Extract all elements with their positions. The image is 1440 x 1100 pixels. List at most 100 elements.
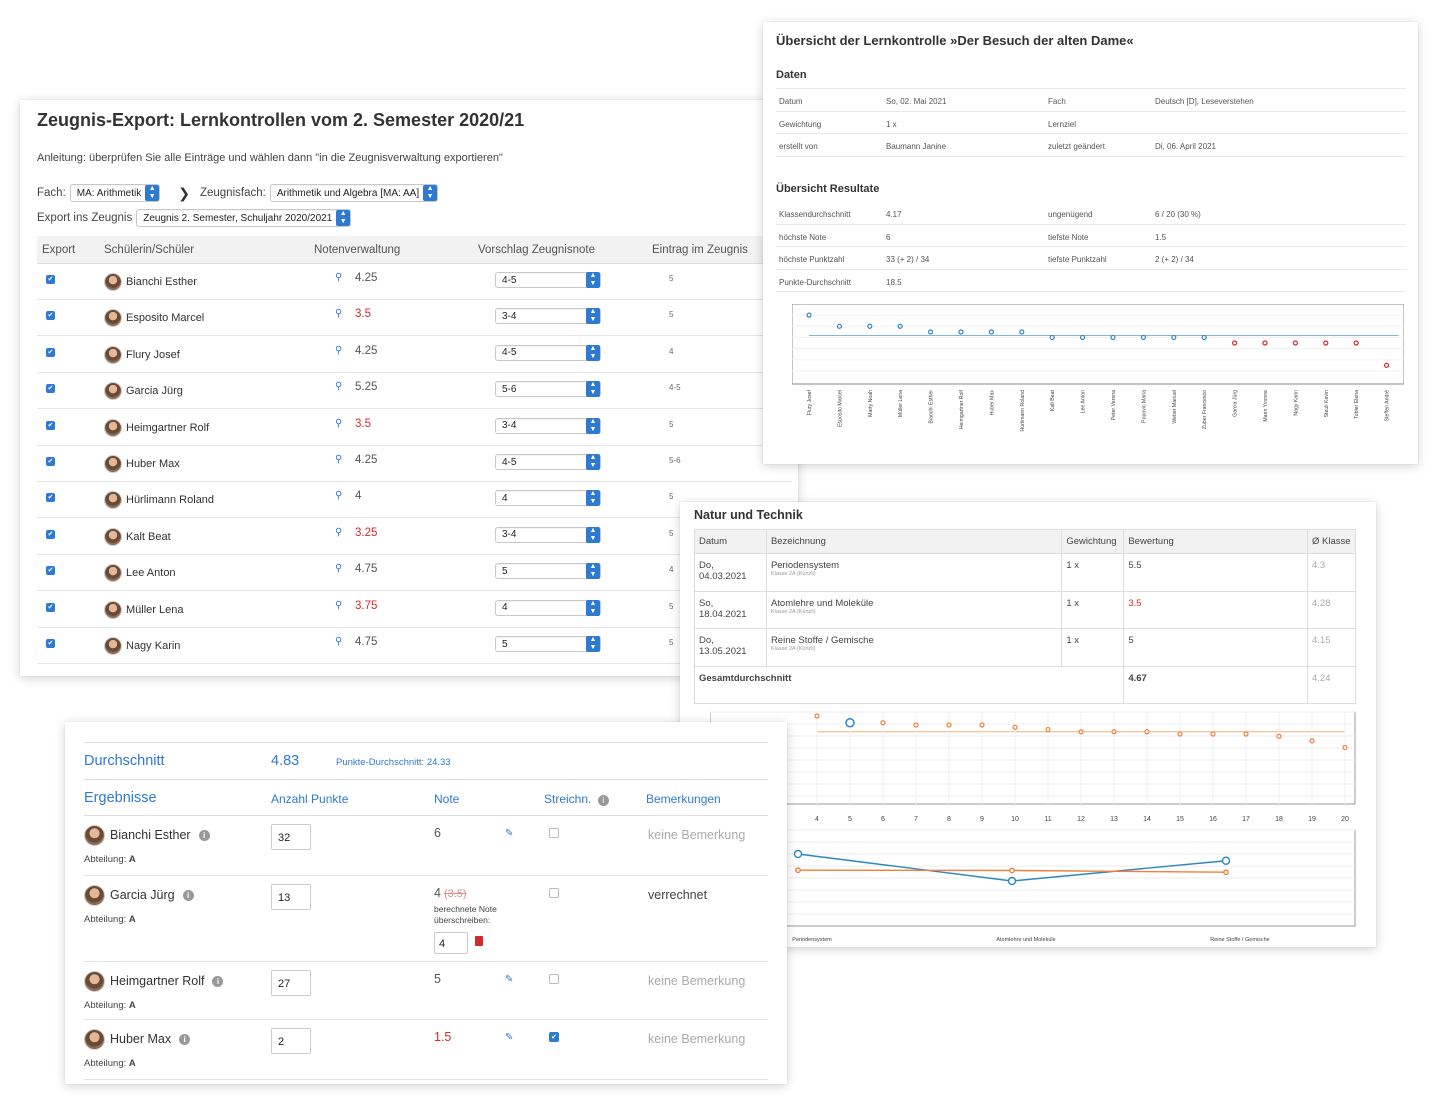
data-point[interactable]	[1323, 340, 1329, 346]
points-input[interactable]: 27	[271, 970, 311, 996]
data-point[interactable]	[880, 720, 886, 726]
data-point[interactable]	[1007, 876, 1017, 886]
data-point[interactable]	[795, 867, 801, 874]
data-point[interactable]	[1171, 334, 1177, 341]
points-input[interactable]: 32	[271, 824, 311, 850]
proposal-select[interactable]: 4 ▲ ▼	[495, 490, 601, 507]
data-point[interactable]	[1080, 334, 1086, 341]
data-point[interactable]	[958, 329, 964, 335]
search-icon[interactable]: ⚲	[335, 526, 343, 538]
remark[interactable]: keine Bemerkung	[648, 974, 746, 988]
proposal-select[interactable]: 5-6 ▲ ▼	[495, 381, 601, 398]
search-icon[interactable]: ⚲	[335, 454, 343, 465]
data-point[interactable]	[1262, 340, 1268, 346]
data-point[interactable]	[1276, 733, 1282, 739]
points-input[interactable]: 13	[271, 884, 311, 910]
proposal-select[interactable]: 5 ▲ ▼	[495, 636, 601, 652]
data-point[interactable]	[1177, 731, 1183, 737]
streichnote-checkbox[interactable]: ✔	[549, 1032, 559, 1042]
streichnote-checkbox[interactable]	[549, 888, 559, 898]
search-icon[interactable]: ⚲	[335, 344, 343, 356]
search-icon[interactable]: ⚲	[335, 308, 343, 320]
export-checkbox[interactable]: ✔	[46, 347, 55, 357]
override-input[interactable]: 4	[434, 932, 468, 954]
remark[interactable]: keine Bemerkung	[648, 1032, 746, 1046]
export-checkbox[interactable]: ✔	[46, 457, 55, 466]
data-point[interactable]	[1009, 867, 1015, 874]
data-point[interactable]	[814, 713, 820, 719]
proposal-select[interactable]: 3-4 ▲ ▼	[495, 308, 601, 325]
info-icon[interactable]: i	[182, 890, 194, 901]
search-icon[interactable]: ⚲	[335, 636, 343, 647]
data-point[interactable]	[1309, 738, 1315, 744]
export-checkbox[interactable]: ✔	[46, 639, 55, 648]
data-point[interactable]	[1342, 744, 1348, 751]
data-point[interactable]	[928, 329, 934, 335]
data-point[interactable]	[1045, 726, 1051, 733]
data-point[interactable]	[1383, 362, 1390, 368]
data-point[interactable]	[845, 718, 855, 728]
export-checkbox[interactable]: ✔	[46, 275, 55, 284]
search-icon[interactable]: ⚲	[335, 381, 343, 393]
data-point[interactable]	[793, 849, 803, 859]
data-point[interactable]	[1243, 731, 1249, 737]
streichnote-checkbox[interactable]	[549, 974, 559, 984]
data-point[interactable]	[1110, 334, 1116, 341]
pencil-icon[interactable]: ✎	[505, 974, 514, 985]
data-point[interactable]	[806, 312, 812, 318]
natur-row[interactable]: Do, 13.05.2021 Reine Stoffe / Gemische Klas…	[694, 628, 1356, 667]
data-point[interactable]	[913, 722, 919, 728]
search-icon[interactable]: ⚲	[335, 417, 343, 429]
proposal-select[interactable]: 4-5 ▲ ▼	[495, 454, 601, 470]
data-point[interactable]	[836, 323, 843, 329]
proposal-select[interactable]: 5 ▲ ▼	[495, 563, 601, 580]
info-icon[interactable]: i	[179, 1034, 191, 1045]
remark[interactable]: verrechnet	[648, 888, 708, 902]
export-checkbox[interactable]: ✔	[46, 493, 55, 503]
search-icon[interactable]: ⚲	[335, 272, 343, 283]
data-point[interactable]	[867, 323, 873, 329]
data-point[interactable]	[1140, 334, 1146, 341]
streichnote-checkbox[interactable]	[549, 828, 559, 838]
data-point[interactable]	[946, 722, 952, 728]
data-point[interactable]	[1111, 729, 1117, 735]
data-point[interactable]	[1201, 334, 1207, 341]
info-icon[interactable]: i	[597, 795, 609, 806]
info-icon[interactable]: i	[198, 830, 210, 841]
data-point[interactable]	[1292, 340, 1298, 346]
data-point[interactable]	[1223, 869, 1229, 876]
trash-icon[interactable]	[475, 936, 483, 946]
search-icon[interactable]: ⚲	[335, 599, 343, 611]
data-point[interactable]	[897, 323, 903, 329]
pencil-icon[interactable]: ✎	[505, 828, 514, 839]
export-checkbox[interactable]: ✔	[46, 602, 55, 612]
data-point[interactable]	[1210, 731, 1216, 737]
data-point[interactable]	[1221, 856, 1231, 865]
fach-select[interactable]: MA: Arithmetik ▲ ▼	[69, 184, 161, 202]
data-point[interactable]	[1049, 334, 1055, 341]
zeugnisfach-select[interactable]: Arithmetik und Algebra [MA: AA] ▲ ▼	[269, 184, 439, 202]
natur-row[interactable]: Do, 04.03.2021 Periodensystem Klasse 2A (Kü…	[694, 553, 1356, 592]
data-point[interactable]	[1078, 729, 1084, 735]
export-checkbox[interactable]: ✔	[46, 384, 55, 394]
proposal-select[interactable]: 4 ▲ ▼	[495, 599, 601, 616]
export-checkbox[interactable]: ✔	[46, 529, 55, 539]
export-checkbox[interactable]: ✔	[46, 311, 55, 321]
proposal-select[interactable]: 4-5 ▲ ▼	[495, 344, 601, 361]
data-point[interactable]	[1232, 340, 1238, 346]
export-checkbox[interactable]: ✔	[46, 566, 55, 576]
search-icon[interactable]: ⚲	[335, 563, 343, 575]
data-point[interactable]	[988, 329, 994, 335]
proposal-select[interactable]: 3-4 ▲ ▼	[495, 417, 601, 434]
data-point[interactable]	[1019, 329, 1025, 335]
data-point[interactable]	[1144, 729, 1150, 735]
search-icon[interactable]: ⚲	[335, 490, 343, 502]
data-point[interactable]	[979, 722, 985, 728]
info-icon[interactable]: i	[212, 976, 224, 987]
natur-row[interactable]: So, 18.04.2021 Atomlehre und Moleküle Klass…	[694, 590, 1356, 629]
proposal-select[interactable]: 3-4 ▲ ▼	[495, 526, 601, 543]
export-checkbox[interactable]: ✔	[46, 420, 55, 430]
data-point[interactable]	[1012, 724, 1018, 730]
points-input[interactable]: 2	[271, 1028, 311, 1054]
export-target-select[interactable]: Zeugnis 2. Semester, Schuljahr 2020/2021…	[136, 209, 352, 227]
